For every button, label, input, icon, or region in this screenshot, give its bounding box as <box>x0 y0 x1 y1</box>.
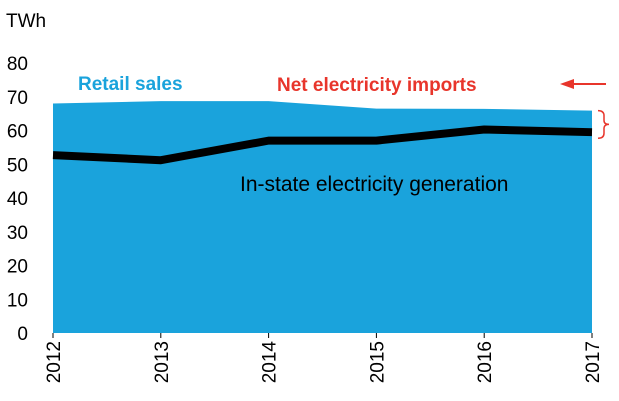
in-state-generation-label: In-state electricity generation <box>240 173 508 196</box>
in-state-generation-line <box>52 125 593 165</box>
retail-sales-area <box>53 101 592 333</box>
retail-sales-label: Retail sales <box>78 74 183 95</box>
y-axis: 0 10 20 30 40 50 60 70 80 <box>7 54 28 345</box>
y-tick-label: 60 <box>7 122 28 143</box>
y-tick-label: 70 <box>7 88 28 109</box>
net-imports-brace <box>597 109 610 139</box>
net-imports-marker <box>560 79 610 139</box>
y-tick-label: 0 <box>17 324 28 345</box>
x-axis: 2012 2013 2014 2015 2016 2017 <box>44 333 604 383</box>
y-tick-label: 40 <box>7 189 28 210</box>
x-tick-label: 2016 <box>475 341 496 383</box>
x-tick-label: 2012 <box>44 341 65 383</box>
y-tick-label: 10 <box>7 290 28 311</box>
x-tick-label: 2013 <box>152 341 173 383</box>
y-tick-label: 80 <box>7 54 28 75</box>
y-tick-label: 20 <box>7 257 28 278</box>
unit-label: TWh <box>6 11 46 32</box>
x-tick-label: 2014 <box>260 341 281 384</box>
net-imports-arrowhead <box>560 79 574 89</box>
x-tick-label: 2015 <box>367 341 388 383</box>
x-tick-label: 2017 <box>583 341 604 383</box>
net-imports-label: Net electricity imports <box>277 75 477 96</box>
y-tick-label: 30 <box>7 223 28 244</box>
y-tick-label: 50 <box>7 155 28 176</box>
